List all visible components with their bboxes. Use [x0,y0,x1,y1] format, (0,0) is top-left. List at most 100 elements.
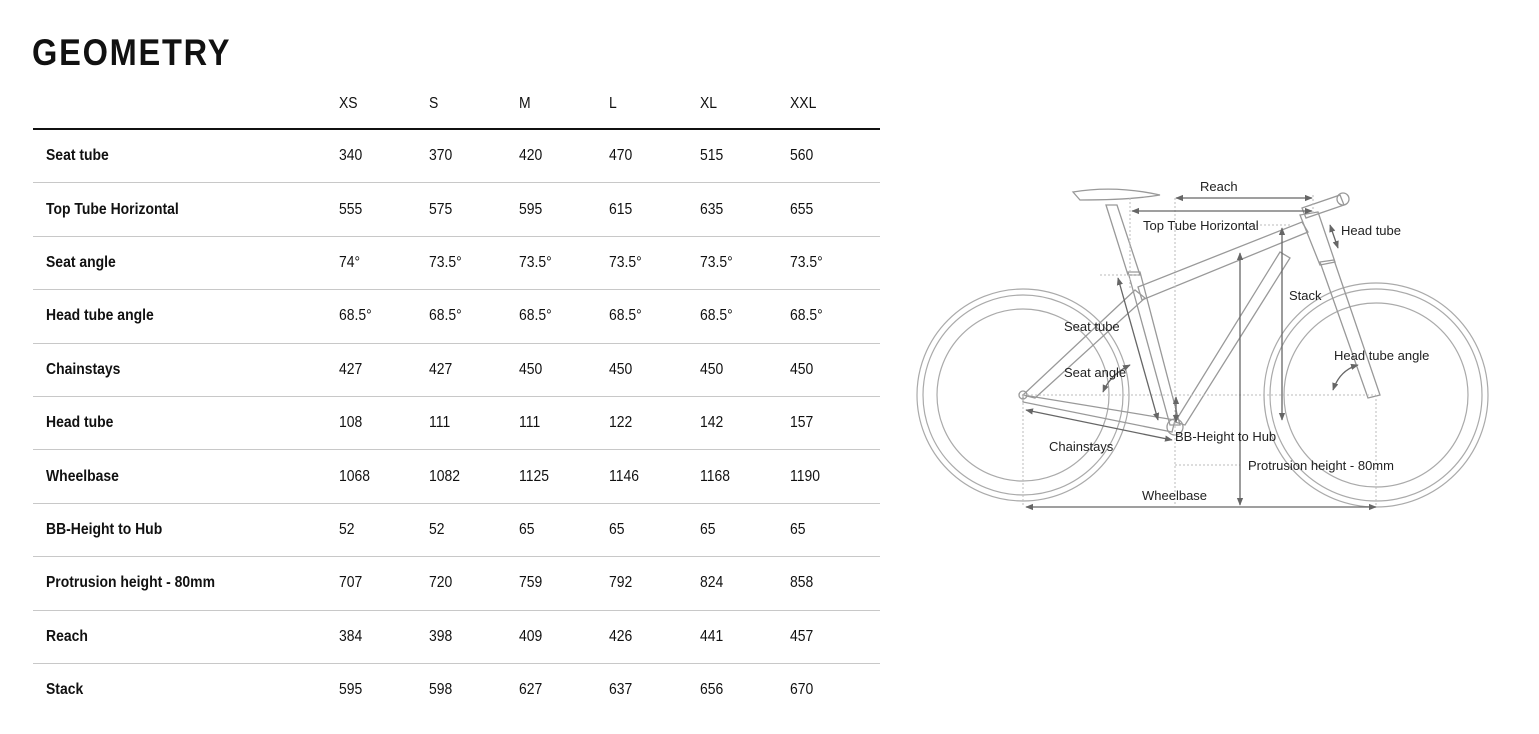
value-cell: 384 [338,610,429,664]
value-cell: 340 [338,129,429,184]
value-text: 73.5° [789,253,823,271]
value-cell: 427 [428,343,520,397]
value-text: 555 [338,200,362,218]
value-text: 670 [789,681,814,699]
row-label: Stack [33,663,339,716]
value-text: 370 [428,147,453,165]
value-text: 68.5° [428,307,462,325]
value-cell: 1068 [338,449,429,504]
value-cell: 615 [609,182,700,237]
value-cell: 73.5° [428,236,520,291]
row-label: Seat angle [33,236,339,291]
value-text: 441 [699,627,723,645]
label-bb-height: BB-Height to Hub [1175,429,1276,444]
value-text: 575 [428,200,453,218]
value-cell: 65 [519,503,610,558]
value-text: 560 [789,147,814,165]
size-label: XL [699,95,717,112]
value-text: 515 [699,147,723,165]
value-text: 595 [338,681,362,699]
value-cell: 427 [338,343,429,397]
value-cell: 450 [609,343,700,397]
table-row: Head tube angle 68.5° 68.5° 68.5° 68.5° 68.5°… [33,289,880,344]
value-cell: 68.5° [338,289,429,344]
value-text: 142 [699,414,723,432]
label-seat-angle: Seat angle [1064,365,1126,380]
label-head-tube-angle: Head tube angle [1334,348,1429,363]
size-header-m: M [519,80,610,130]
label-head-tube: Head tube [1341,223,1401,238]
value-cell: 759 [519,556,610,611]
value-text: 68.5° [699,307,733,325]
value-text: 427 [338,360,362,378]
value-text: 426 [609,627,633,645]
value-text: 111 [519,414,541,432]
value-text: 598 [428,681,453,699]
value-cell: 470 [609,129,700,184]
value-text: 450 [609,360,633,378]
value-cell: 398 [428,610,520,664]
value-cell: 555 [338,182,429,237]
value-cell: 707 [338,556,429,611]
row-label: Top Tube Horizontal [33,182,339,237]
table-row: Wheelbase 1068 1082 1125 1146 1168 1190 [33,449,880,504]
value-text: 707 [338,574,362,592]
value-text: 655 [789,200,814,218]
size-label: S [428,95,439,112]
value-cell: 108 [338,396,429,451]
label-top-tube: Top Tube Horizontal [1143,218,1259,233]
table-row: Seat tube 340 370 420 470 515 560 [33,129,880,184]
value-text: 1190 [789,467,820,485]
value-text: 65 [699,520,716,538]
row-label-text: Chainstays [46,360,121,378]
value-cell: 637 [609,663,699,716]
value-text: 340 [338,147,362,165]
row-label-text: Wheelbase [46,467,119,485]
value-text: 792 [609,574,633,592]
value-cell: 450 [789,343,880,397]
value-text: 73.5° [428,253,462,271]
value-text: 1068 [338,467,370,485]
row-label: Seat tube [33,129,339,184]
value-text: 457 [789,627,814,645]
value-cell: 450 [699,343,790,397]
row-label-text: Seat angle [46,253,116,271]
value-text: 65 [789,520,806,538]
value-cell: 111 [428,396,520,451]
value-text: 65 [609,520,625,538]
label-seat-tube: Seat tube [1064,319,1120,334]
value-text: 1082 [428,467,460,485]
value-cell: 1125 [519,449,610,504]
geometry-table: XS S M L XL XXL Seat tube 340 370 420 470 515 560 To… [33,80,880,716]
value-text: 450 [789,360,814,378]
value-cell: 627 [519,663,609,716]
value-text: 627 [519,681,543,699]
table-row: Top Tube Horizontal 555 575 595 615 635 655 [33,182,880,237]
row-label-text: Seat tube [46,147,109,165]
row-label-text: BB-Height to Hub [46,520,163,538]
row-label-text: Head tube angle [46,307,154,325]
header-blank [33,80,339,130]
value-cell: 157 [789,396,880,451]
value-text: 73.5° [519,253,552,271]
value-text: 68.5° [338,307,372,325]
value-text: 720 [428,574,453,592]
row-label: Head tube angle [33,289,339,344]
value-cell: 792 [609,556,700,611]
table-row: BB-Height to Hub 52 52 65 65 65 65 [33,503,880,558]
value-cell: 142 [699,396,790,451]
label-protrusion: Protrusion height - 80mm [1248,458,1394,473]
value-cell: 1190 [789,449,880,504]
label-stack: Stack [1289,288,1322,303]
value-text: 595 [519,200,543,218]
value-cell: 635 [699,182,790,237]
size-header-xl: XL [699,80,790,130]
value-text: 409 [519,627,543,645]
value-cell: 1168 [699,449,790,504]
value-text: 635 [699,200,723,218]
value-cell: 122 [609,396,700,451]
value-cell: 65 [789,503,880,558]
table-row: Protrusion height - 80mm 707 720 759 792 824 8… [33,556,880,611]
value-cell: 720 [428,556,520,611]
table-row: Chainstays 427 427 450 450 450 450 [33,343,880,397]
